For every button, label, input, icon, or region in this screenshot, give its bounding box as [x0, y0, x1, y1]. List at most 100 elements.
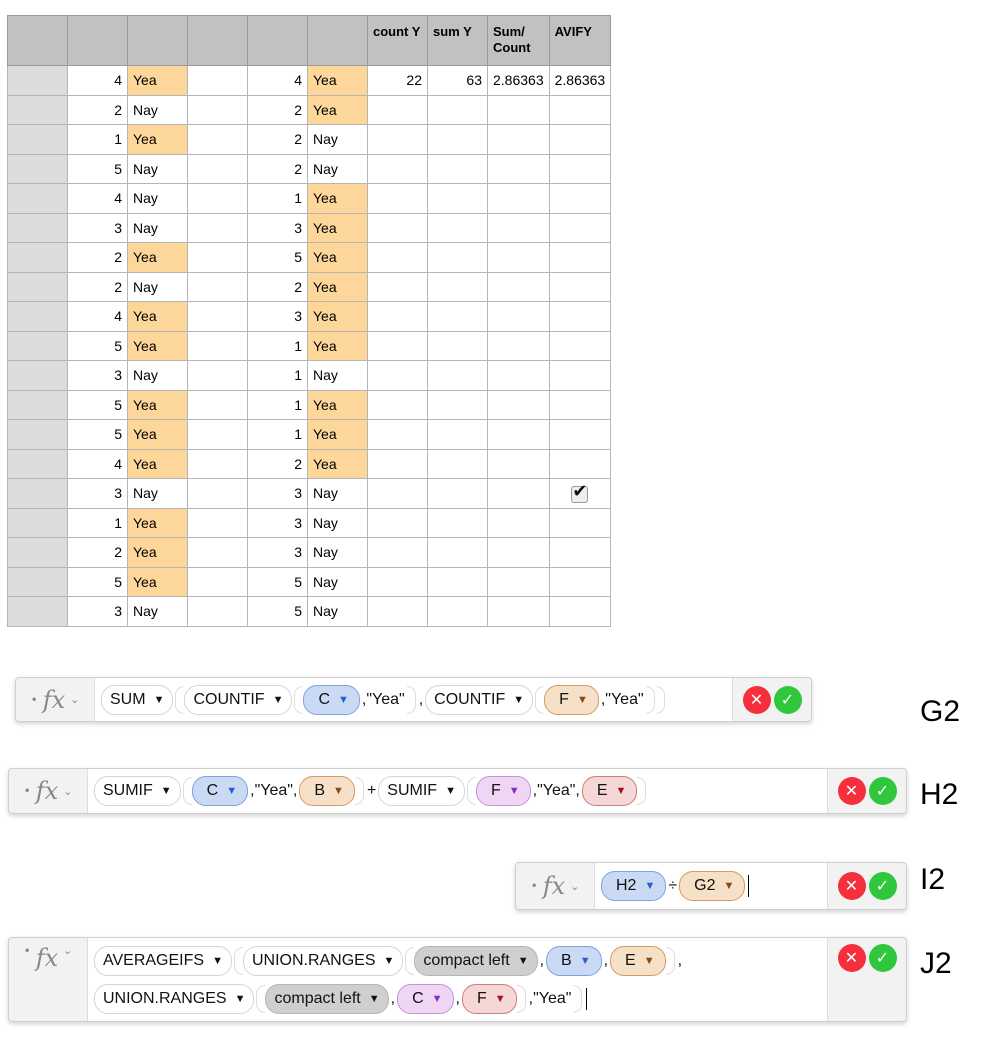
- cell-i[interactable]: [487, 448, 550, 479]
- cell-i[interactable]: [487, 419, 550, 450]
- cell-c[interactable]: Yea: [127, 566, 188, 597]
- cell-b[interactable]: 5: [67, 153, 128, 184]
- cell-f[interactable]: Yea: [307, 65, 368, 96]
- fx-menu-button[interactable]: • fx ⌄: [516, 863, 594, 909]
- fx-menu-button[interactable]: • fx ⌄: [16, 678, 94, 721]
- cell-c[interactable]: Yea: [127, 507, 188, 538]
- dropdown-arrow-icon[interactable]: ▼: [615, 785, 627, 797]
- row-header[interactable]: [7, 330, 68, 361]
- cell-i[interactable]: [487, 153, 550, 184]
- cell-f[interactable]: Nay: [307, 153, 368, 184]
- cell-i[interactable]: [487, 537, 550, 568]
- cell-f[interactable]: Nay: [307, 360, 368, 391]
- cell-f[interactable]: Yea: [307, 271, 368, 302]
- cell-j[interactable]: [548, 478, 612, 509]
- function-token[interactable]: SUMIF ▼: [94, 776, 181, 806]
- reference-token[interactable]: G2 ▼: [679, 871, 746, 901]
- cell-h[interactable]: [427, 537, 488, 568]
- function-token[interactable]: UNION.RANGES ▼: [242, 945, 404, 976]
- dropdown-arrow-icon[interactable]: ▼: [643, 954, 655, 967]
- cell-f[interactable]: Nay: [307, 596, 368, 627]
- cell-g[interactable]: [367, 566, 428, 597]
- cell-j[interactable]: [548, 94, 612, 125]
- cell-b[interactable]: 5: [67, 330, 128, 361]
- cell-j[interactable]: [548, 566, 612, 597]
- dropdown-arrow-icon[interactable]: ▼: [153, 693, 165, 706]
- cell-f[interactable]: Nay: [307, 124, 368, 155]
- row-header[interactable]: [7, 271, 68, 302]
- cell-g[interactable]: [367, 271, 428, 302]
- cell-c[interactable]: Nay: [127, 153, 188, 184]
- column-header[interactable]: [67, 15, 128, 66]
- row-header[interactable]: [7, 596, 68, 627]
- cell-f[interactable]: Yea: [307, 330, 368, 361]
- column-header[interactable]: [7, 15, 68, 66]
- cell-d[interactable]: [187, 271, 248, 302]
- row-header[interactable]: [7, 360, 68, 391]
- cell-b[interactable]: 1: [67, 124, 128, 155]
- cell-h[interactable]: [427, 94, 488, 125]
- cell-i[interactable]: [487, 242, 550, 273]
- cell-j[interactable]: [548, 360, 612, 391]
- cell-i[interactable]: [487, 478, 550, 509]
- cell-g[interactable]: [367, 94, 428, 125]
- cell-f[interactable]: Nay: [307, 478, 368, 509]
- cell-c[interactable]: Yea: [127, 448, 188, 479]
- cell-b[interactable]: 4: [67, 301, 128, 332]
- row-header[interactable]: [7, 537, 68, 568]
- cell-h[interactable]: [427, 389, 488, 420]
- cell-c[interactable]: Nay: [127, 271, 188, 302]
- dropdown-arrow-icon[interactable]: ▼: [513, 693, 525, 706]
- cell-j[interactable]: [548, 183, 612, 214]
- formula-expression[interactable]: AVERAGEIFS ▼ UNION.RANGES ▼ compact left ▼, B ▼…: [87, 938, 828, 1021]
- cell-d[interactable]: [187, 153, 248, 184]
- reference-token[interactable]: E ▼: [610, 945, 666, 976]
- row-header[interactable]: [7, 419, 68, 450]
- row-header[interactable]: [7, 566, 68, 597]
- cell-i[interactable]: [487, 596, 550, 627]
- cell-d[interactable]: [187, 212, 248, 243]
- cell-h[interactable]: [427, 507, 488, 538]
- cell-h[interactable]: [427, 360, 488, 391]
- dropdown-arrow-icon[interactable]: ▼: [212, 954, 223, 967]
- cell-e[interactable]: 3: [247, 478, 308, 509]
- cancel-button[interactable]: ✕: [837, 777, 866, 805]
- cell-b[interactable]: 2: [67, 242, 128, 273]
- cell-f[interactable]: Yea: [307, 448, 368, 479]
- cell-e[interactable]: 2: [247, 94, 308, 125]
- cell-b[interactable]: 4: [67, 448, 128, 479]
- cell-g[interactable]: [367, 212, 428, 243]
- cell-d[interactable]: [187, 330, 248, 361]
- dropdown-arrow-icon[interactable]: ▼: [723, 880, 735, 892]
- row-header[interactable]: [7, 301, 68, 332]
- row-header[interactable]: [7, 94, 68, 125]
- dropdown-arrow-icon[interactable]: ▼: [234, 992, 246, 1005]
- cell-g[interactable]: [367, 124, 428, 155]
- cell-b[interactable]: 5: [67, 419, 128, 450]
- cell-e[interactable]: 1: [247, 419, 308, 450]
- accept-button[interactable]: ✓: [773, 685, 802, 714]
- cell-e[interactable]: 3: [247, 507, 308, 538]
- cell-c[interactable]: Yea: [127, 124, 188, 155]
- cell-b[interactable]: 5: [67, 389, 128, 420]
- column-header[interactable]: [307, 15, 368, 66]
- reference-token[interactable]: H2 ▼: [601, 871, 667, 901]
- cell-d[interactable]: [187, 360, 248, 391]
- cell-i[interactable]: [487, 330, 550, 361]
- cell-g[interactable]: [367, 301, 428, 332]
- cell-c[interactable]: Yea: [127, 242, 188, 273]
- cell-j[interactable]: [548, 507, 612, 538]
- cell-h[interactable]: [427, 419, 488, 450]
- cell-h[interactable]: [427, 301, 488, 332]
- cell-g[interactable]: [367, 448, 428, 479]
- cell-j[interactable]: [548, 330, 612, 361]
- cell-b[interactable]: 4: [67, 65, 128, 96]
- cell-g[interactable]: [367, 242, 428, 273]
- function-token[interactable]: SUM ▼: [101, 684, 174, 715]
- cell-c[interactable]: Nay: [127, 360, 188, 391]
- cell-j[interactable]: [548, 537, 612, 568]
- cell-f[interactable]: Yea: [307, 183, 368, 214]
- reference-token[interactable]: C ▼: [303, 684, 360, 715]
- cell-h[interactable]: [427, 448, 488, 479]
- cell-j[interactable]: [548, 212, 612, 243]
